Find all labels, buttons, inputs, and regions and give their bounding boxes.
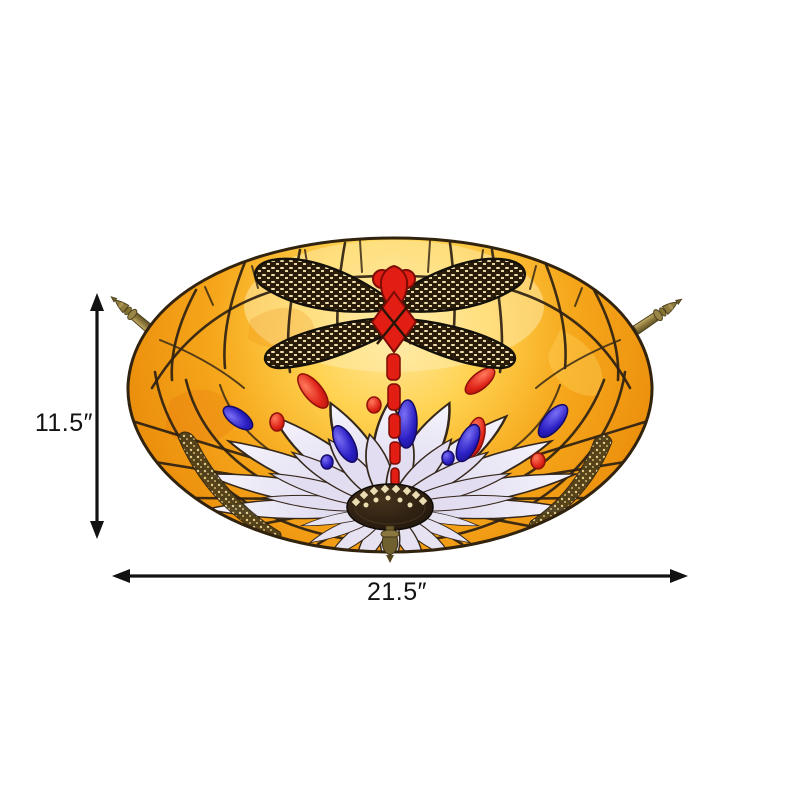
width-dimension-label: 21.5″	[366, 578, 427, 606]
center-cap	[346, 483, 434, 531]
rim-filigree-right	[528, 434, 613, 531]
right-mounting-arm-icon	[632, 293, 686, 336]
height-dimension-label: 11.5″	[34, 409, 93, 437]
height-dimension-arrow	[90, 293, 104, 539]
dragonfly-icon	[253, 257, 527, 487]
lamp-shade	[126, 236, 654, 554]
width-dimension-arrow	[112, 569, 688, 583]
glass-jewels	[222, 367, 569, 470]
bottom-finial-icon	[380, 525, 400, 563]
rim-filigree-left	[177, 431, 282, 541]
